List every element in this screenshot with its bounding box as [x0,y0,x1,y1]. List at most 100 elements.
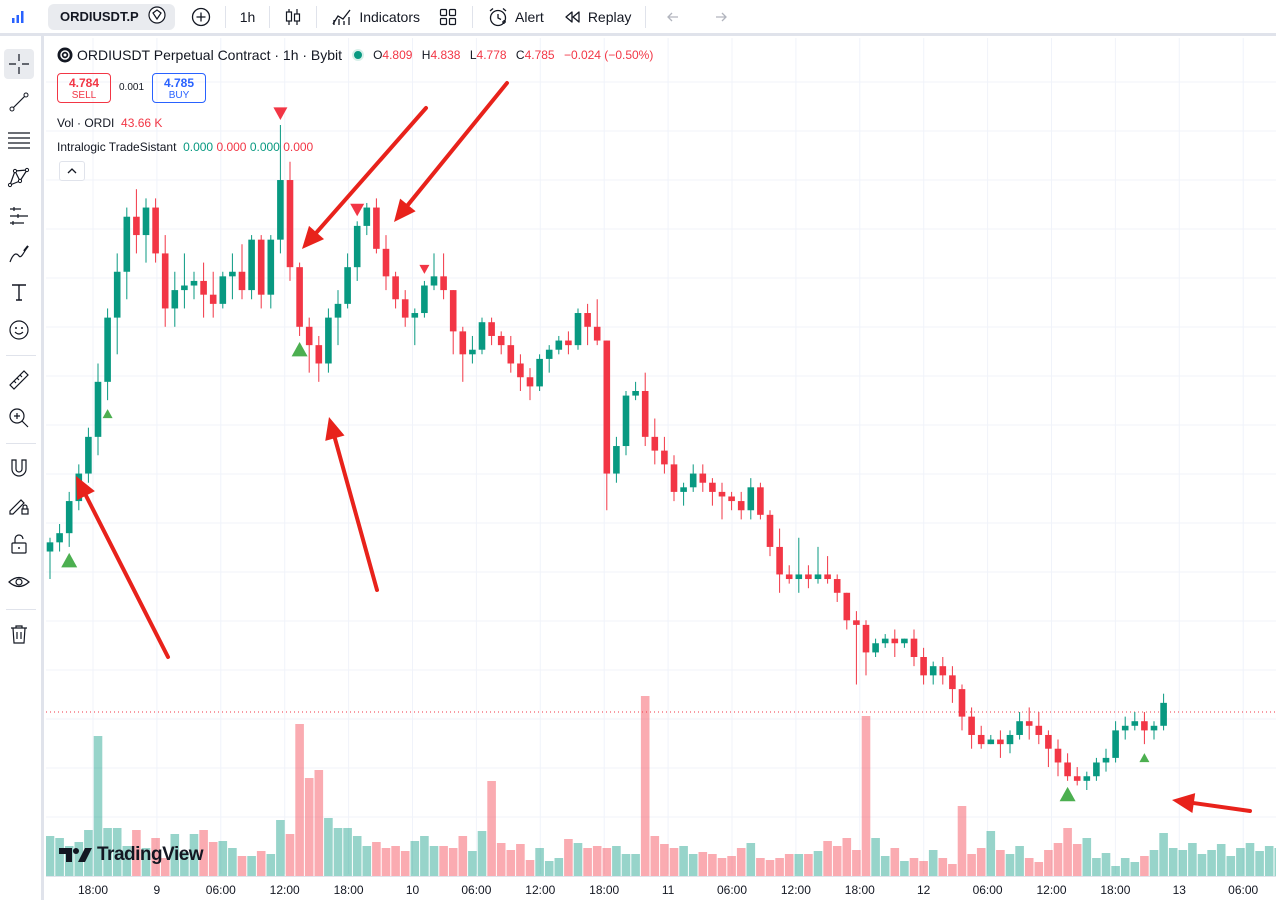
change-value: −0.024 (−0.50%) [563,48,654,62]
candle [382,235,390,291]
trend-line-tool[interactable] [4,87,34,117]
volume-bar [1216,844,1226,876]
brush-icon [9,245,29,263]
grid-layout-icon [439,8,457,25]
time-axis[interactable]: 18:00 9 06:00 12:00 18:00 10 06:00 12:00 18:00 11… [46,876,1276,900]
candle-body [94,381,102,437]
candle [728,491,735,511]
candle [929,661,937,685]
candle [315,335,323,382]
market-status-icon[interactable] [352,49,365,61]
collapse-legend-button[interactable] [59,161,85,181]
candle-body [776,546,783,575]
candle-body [545,349,553,359]
volume-bar [324,818,333,876]
sell-button[interactable]: 4.784 SELL [57,73,111,103]
replay-button[interactable]: Replay [556,3,638,31]
candle [795,537,803,593]
signal-markers [61,107,1150,802]
crosshair-tool[interactable] [4,49,34,79]
candle-body [632,391,639,396]
fib-tool[interactable] [4,125,34,155]
add-symbol-button[interactable] [185,3,217,31]
tradesistant-label: Intralogic TradeSistant [57,140,177,154]
undo-button[interactable] [660,3,690,31]
toolbar-divider [472,5,474,28]
symbol-search-button[interactable]: ORDIUSDT.P [48,3,175,30]
candle [910,629,918,667]
candle-body [958,689,966,717]
brush-tool[interactable] [4,239,34,269]
volume-bar [372,842,381,876]
ohlc-values: O4.809 H4.838 L4.778 C4.785 −0.024 (−0.5… [373,48,654,62]
buy-signal-triangle [102,409,113,419]
volume-bar [679,846,688,876]
candle [363,202,371,236]
pattern-tool[interactable] [4,163,34,193]
volume-bar [957,806,967,876]
candle-body [1150,725,1158,731]
candle [190,271,198,300]
candle-body [46,542,54,552]
candle [641,372,649,447]
text-tool[interactable] [4,277,34,307]
chart-type-button[interactable] [278,3,308,31]
volume-bar [199,830,208,876]
tradesistant-indicator-legend[interactable]: Intralogic TradeSistant 0.000 0.000 0.00… [57,140,313,154]
zoom-tool[interactable] [4,403,34,433]
candle-body [161,253,169,309]
candle-body [200,280,207,295]
candle [507,335,515,373]
magnet-tool[interactable] [4,453,34,483]
candle [987,734,995,745]
candle [593,299,601,346]
candle-body [277,180,284,240]
volume-indicator-legend[interactable]: Vol · ORDI 43.66 K [57,116,162,130]
candle-body [334,303,342,318]
candle-body [1025,721,1033,726]
top-toolbar: ORDIUSDT.P 1h Indicators Alert Replay [0,0,1276,36]
candle-body [977,734,985,745]
candle [421,280,428,318]
candle-body [469,349,476,355]
volume-bar [496,843,506,876]
candle-body [737,501,745,511]
undo-icon [667,12,679,21]
emoji-tool[interactable] [4,315,34,345]
measure-tool[interactable] [4,365,34,395]
forecast-icon [10,207,28,225]
indicators-button[interactable]: Indicators [325,3,426,31]
candle [977,725,985,749]
redo-button[interactable] [704,3,734,31]
candle-body [574,313,582,346]
volume-bar [1264,846,1274,876]
forecast-tool[interactable] [4,201,34,231]
volume-bar [1159,833,1168,876]
candle-body [478,322,486,350]
candle-body [699,473,707,483]
app-logo-icon[interactable] [0,0,36,35]
candle [814,546,822,584]
tradingview-watermark[interactable]: TradingView [59,844,204,866]
volume-bar [1034,862,1044,876]
remove-drawings-tool[interactable] [4,619,34,649]
time-axis-label: 06:00 [972,883,1003,897]
candle [881,634,889,648]
volume-bar [132,830,141,876]
stay-in-drawing-tool[interactable] [4,491,34,521]
compare-icon[interactable] [147,5,167,28]
alert-button[interactable]: Alert [481,3,550,31]
chart-title[interactable]: ORDIUSDT Perpetual Contract · 1h · Bybit [77,47,343,63]
interval-button[interactable]: 1h [234,3,262,31]
volume-bar [448,848,458,876]
buy-button[interactable]: 4.785 BUY [152,73,206,103]
hide-drawings-tool[interactable] [4,567,34,597]
lock-drawings-tool[interactable] [4,529,34,559]
annotation-arrow-head [1172,793,1196,813]
volume-bar [391,846,400,876]
candle [200,262,207,318]
layouts-button[interactable] [432,3,464,31]
candle-body [901,638,908,644]
sell-signal-triangle [350,203,365,217]
price-chart[interactable] [46,38,1276,876]
